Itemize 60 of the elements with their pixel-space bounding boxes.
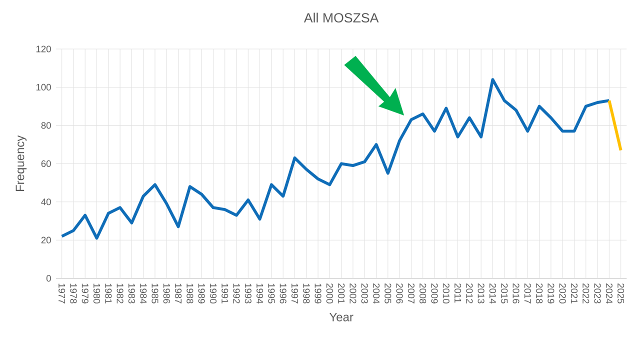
- x-tick-label: 2007: [408, 283, 414, 304]
- x-tick-label: 2016: [512, 283, 520, 304]
- x-tick-label: 2025: [618, 283, 624, 304]
- x-tick-label: 1983: [128, 284, 135, 304]
- x-tick-label: 2000: [326, 283, 333, 304]
- x-tick-label: 2011: [454, 283, 462, 303]
- x-tick-label: 1995: [268, 284, 275, 304]
- x-tick-label: 2001: [338, 283, 345, 304]
- y-tick-label: 120: [36, 46, 51, 52]
- x-tick-label: 1982: [116, 284, 124, 304]
- x-tick-label: 2015: [501, 283, 508, 304]
- x-tick-label: 2023: [594, 283, 601, 304]
- x-tick-label: 2019: [548, 283, 554, 304]
- x-tick-label: 1990: [210, 284, 217, 304]
- x-tick-label: 2013: [478, 283, 484, 304]
- x-tick-label: 1988: [186, 284, 194, 304]
- x-tick-label: 1991: [222, 284, 228, 304]
- y-axis-title: Frequency: [16, 135, 27, 192]
- x-axis-title: Year: [329, 312, 354, 322]
- line-series: [60, 78, 611, 240]
- x-tick-label: 2012: [466, 283, 473, 304]
- x-tick-label: 2006: [396, 283, 403, 304]
- y-tick-label: 80: [41, 122, 51, 129]
- x-tick-label: 2024: [606, 283, 612, 304]
- x-tick-label: 1977: [58, 284, 66, 304]
- x-tick-label: 1986: [163, 284, 170, 304]
- x-tick-label: 1981: [105, 284, 112, 304]
- x-tick-label: 2004: [372, 283, 380, 304]
- x-tick-label: 1984: [140, 284, 147, 304]
- x-tick-label: 2003: [361, 283, 368, 304]
- x-tick-label: 1999: [314, 284, 322, 304]
- x-tick-label: 1993: [244, 284, 252, 304]
- x-tick-label: 2002: [350, 283, 356, 304]
- x-tick-label: 1987: [174, 284, 182, 304]
- y-tick-label: 60: [41, 160, 51, 167]
- x-tick-label: 2005: [384, 283, 392, 304]
- x-tick-label: 1979: [82, 284, 88, 304]
- x-tick-label: 1985: [152, 284, 158, 304]
- x-tick-label: 2021: [570, 283, 578, 304]
- x-tick-label: 2022: [582, 283, 590, 304]
- y-tick-label: 100: [36, 84, 51, 91]
- x-tick-label: 1998: [303, 284, 310, 304]
- x-tick-label: 1980: [93, 284, 100, 304]
- x-tick-label: 2020: [559, 283, 566, 304]
- x-tick-label: 2018: [536, 283, 543, 304]
- x-tick-label: 1994: [256, 284, 264, 304]
- x-tick-label: 2014: [489, 283, 496, 304]
- chart-title: All MOSZSA: [304, 12, 379, 23]
- x-tick-label: 1978: [70, 284, 77, 304]
- x-tick-label: 1997: [291, 284, 298, 304]
- x-tick-label: 1996: [280, 284, 286, 304]
- x-tick-label: 2009: [431, 283, 438, 304]
- y-tick-label: 0: [46, 275, 51, 282]
- x-tick-label: 1992: [233, 284, 240, 304]
- x-tick-label: 2008: [420, 283, 426, 304]
- y-tick-label: 40: [41, 198, 51, 206]
- x-tick-label: 2010: [442, 283, 450, 304]
- y-tick-label: 20: [41, 236, 51, 244]
- x-tick-label: 1989: [198, 284, 205, 304]
- x-tick-label: 2017: [524, 283, 531, 304]
